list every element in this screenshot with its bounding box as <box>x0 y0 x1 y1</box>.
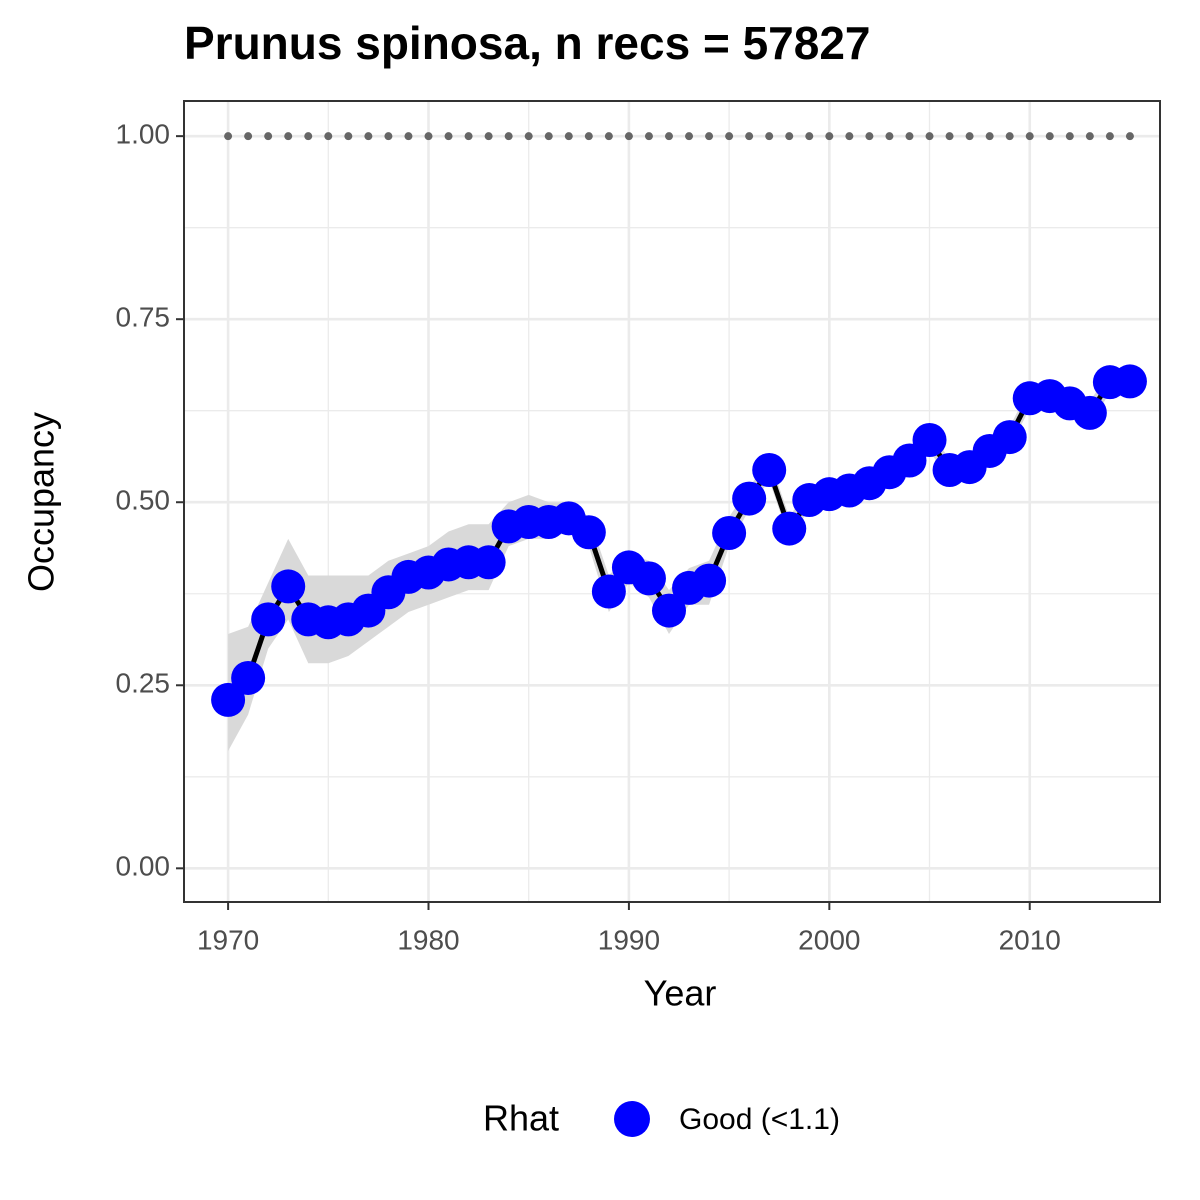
reference-point <box>905 132 914 141</box>
data-point <box>712 515 747 550</box>
reference-point <box>885 132 894 141</box>
data-point <box>271 569 306 604</box>
reference-point <box>1025 132 1034 141</box>
reference-point <box>624 132 633 141</box>
reference-point <box>384 132 393 141</box>
reference-point <box>925 132 934 141</box>
data-point <box>1112 364 1147 399</box>
reference-point <box>344 132 353 141</box>
panel-border <box>183 100 1161 903</box>
data-point <box>992 420 1027 455</box>
reference-point <box>284 132 293 141</box>
reference-point <box>785 132 794 141</box>
reference-point <box>304 132 313 141</box>
reference-point <box>364 132 373 141</box>
chart-title: Prunus spinosa, n recs = 57827 <box>184 17 871 69</box>
reference-point <box>664 132 673 141</box>
reference-point <box>1105 132 1114 141</box>
legend-marker <box>614 1101 650 1137</box>
reference-point <box>484 132 493 141</box>
data-point <box>571 515 606 550</box>
y-axis-label: Occupancy <box>21 412 62 592</box>
x-tick-label: 2010 <box>999 924 1061 955</box>
reference-point <box>1065 132 1074 141</box>
reference-point <box>444 132 453 141</box>
reference-point <box>945 132 954 141</box>
reference-point <box>1005 132 1014 141</box>
reference-point <box>825 132 834 141</box>
reference-point <box>264 132 273 141</box>
reference-point <box>524 132 533 141</box>
reference-point <box>1085 132 1094 141</box>
reference-point <box>424 132 433 141</box>
data-point <box>211 682 246 717</box>
legend-title: Rhat <box>483 1098 559 1139</box>
reference-point <box>1045 132 1054 141</box>
reference-point <box>544 132 553 141</box>
reference-point <box>464 132 473 141</box>
reference-point <box>725 132 734 141</box>
x-tick-label: 2000 <box>798 924 860 955</box>
reference-point <box>584 132 593 141</box>
x-axis-label: Year <box>644 973 717 1014</box>
reference-point <box>705 132 714 141</box>
reference-point <box>504 132 513 141</box>
legend-label: Good (<1.1) <box>679 1103 840 1136</box>
reference-point <box>805 132 814 141</box>
data-point <box>471 545 506 580</box>
reference-point <box>564 132 573 141</box>
data-point <box>732 481 767 516</box>
x-tick-label: 1990 <box>598 924 660 955</box>
y-tick-label: 0.75 <box>116 302 171 333</box>
y-tick-label: 0.00 <box>116 851 171 882</box>
reference-point <box>404 132 413 141</box>
reference-point <box>965 132 974 141</box>
data-point <box>692 563 727 598</box>
confidence-ribbon <box>228 370 1130 752</box>
y-tick-label: 1.00 <box>116 119 171 150</box>
reference-point <box>224 132 233 141</box>
data-point <box>752 453 787 488</box>
y-tick-label: 0.50 <box>116 485 171 516</box>
reference-point <box>644 132 653 141</box>
y-tick-label: 0.25 <box>116 668 171 699</box>
data-point <box>651 593 686 628</box>
reference-point <box>685 132 694 141</box>
reference-point <box>845 132 854 141</box>
reference-point <box>1125 132 1134 141</box>
reference-point <box>604 132 613 141</box>
data-point <box>772 511 807 546</box>
data-point <box>591 574 626 609</box>
reference-point <box>865 132 874 141</box>
x-tick-label: 1970 <box>197 924 259 955</box>
reference-point <box>985 132 994 141</box>
data-point <box>631 561 666 596</box>
data-point <box>1072 395 1107 430</box>
reference-point <box>324 132 333 141</box>
x-tick-label: 1980 <box>397 924 459 955</box>
reference-point <box>745 132 754 141</box>
reference-point <box>765 132 774 141</box>
reference-point <box>244 132 253 141</box>
data-point <box>912 422 947 457</box>
data-point <box>231 660 266 695</box>
data-point <box>251 602 286 637</box>
